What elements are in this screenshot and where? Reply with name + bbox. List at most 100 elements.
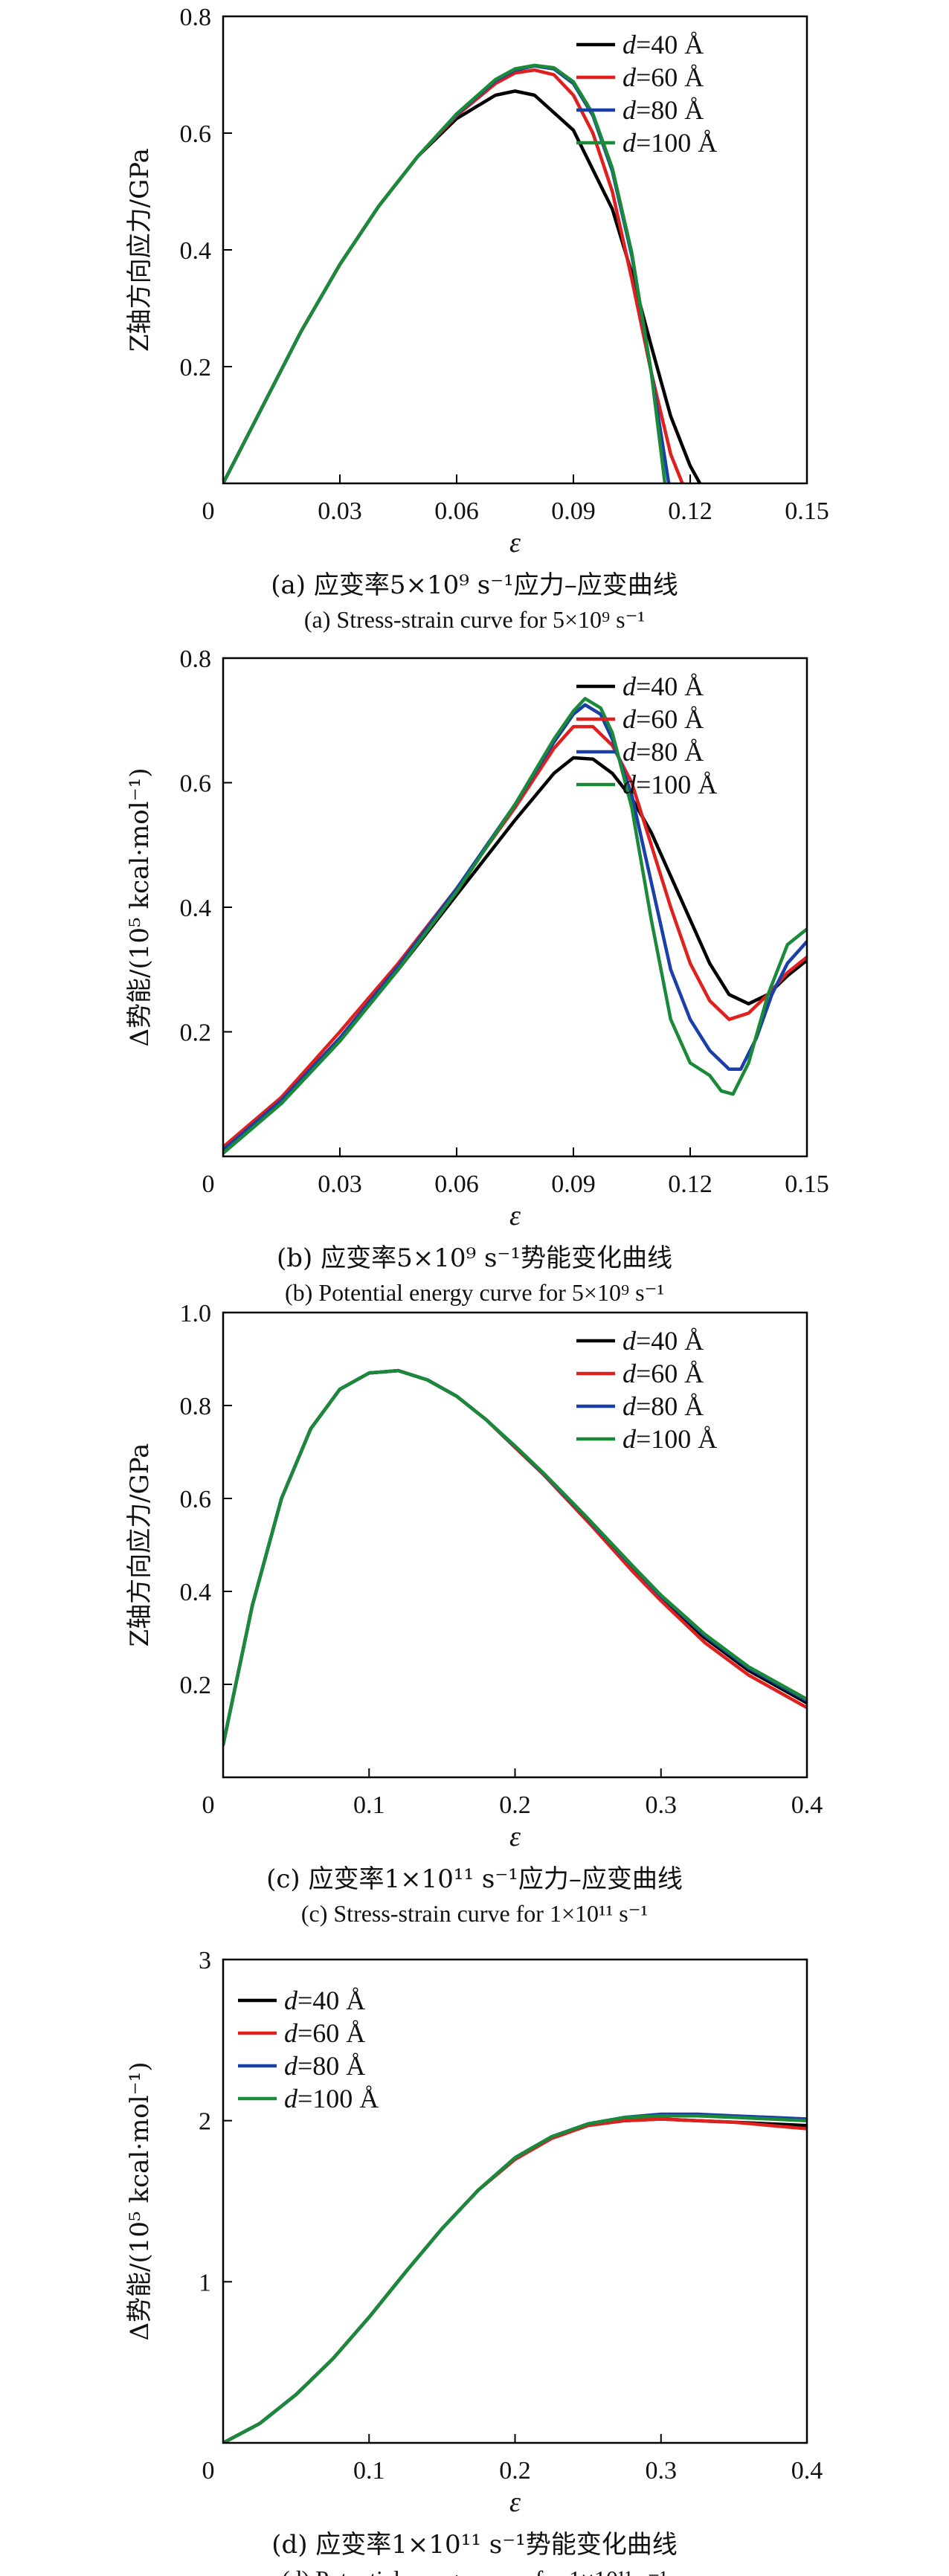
y-tick-label: 1 — [199, 2269, 211, 2296]
legend-entry-1: d=60 Å — [576, 1359, 704, 1388]
legend-label: d=60 Å — [284, 2018, 365, 2048]
legend-var: d — [623, 1359, 637, 1388]
series-line-0 — [223, 756, 807, 1152]
legend-label: d=100 Å — [623, 1424, 717, 1454]
series-line-3 — [223, 63, 667, 483]
legend-entry-0: d=40 Å — [238, 1986, 365, 2015]
y-tick-label: 0.2 — [180, 354, 212, 381]
x-tick-label: 0.3 — [646, 2457, 678, 2485]
legend-value: =80 Å — [636, 1391, 704, 1421]
origin-label: 0 — [202, 498, 215, 525]
legend-entry-2: d=80 Å — [576, 95, 704, 125]
legend-entry-1: d=60 Å — [238, 2018, 365, 2048]
series-line-1 — [223, 724, 807, 1149]
y-axis-label: Z轴方向应力/GPa — [125, 1443, 155, 1647]
legend-label: d=80 Å — [623, 1391, 704, 1421]
legend-label: d=60 Å — [623, 704, 704, 734]
legend-entry-3: d=100 Å — [576, 128, 717, 158]
legend-label: d=60 Å — [623, 1359, 704, 1388]
chart-panel-2: 0.1 0.2 0.3 0.4 0.2 0.4 0.6 0.8 1.0 0 ε Z轴方向应力/GPa d… — [125, 1300, 823, 1927]
plot-frame — [222, 1311, 808, 1779]
legend-value: =80 Å — [297, 2051, 365, 2081]
caption-en: (d) Potential energy curve for 1×10¹¹ s⁻… — [282, 2566, 667, 2576]
legend-value: =60 Å — [636, 704, 704, 734]
y-tick-label: 2 — [199, 2108, 211, 2136]
y-tick-label: 0.4 — [180, 1579, 212, 1606]
legend-label: d=40 Å — [623, 672, 704, 701]
legend-value: =60 Å — [636, 1359, 704, 1388]
legend-var: d — [623, 672, 637, 701]
legend-value: =100 Å — [636, 1424, 717, 1454]
plot-frame — [222, 657, 808, 1158]
series-line-2 — [223, 703, 807, 1152]
legend-var: d — [623, 95, 637, 125]
y-tick-label: 0.6 — [180, 770, 212, 798]
x-tick-label: 0.1 — [353, 1791, 385, 1819]
chart-panel-1: 0.03 0.06 0.09 0.12 0.15 0.2 0.4 0.6 0.8 0 ε Δ势能/(1… — [125, 645, 829, 1306]
y-tick-label: 0.8 — [180, 645, 212, 673]
y-tick-label: 0.6 — [180, 1486, 212, 1513]
x-tick-label: 0.06 — [434, 1171, 479, 1198]
legend-var: d — [623, 128, 637, 158]
legend-var: d — [284, 2018, 298, 2048]
legend-label: d=60 Å — [623, 62, 704, 92]
legend-value: =60 Å — [636, 62, 704, 92]
legend-var: d — [623, 704, 637, 734]
y-tick-label: 0.8 — [180, 1393, 212, 1420]
x-tick-label: 0.03 — [318, 1171, 362, 1198]
y-tick-label: 0.4 — [180, 237, 212, 265]
legend-label: d=40 Å — [623, 30, 704, 59]
legend-value: =40 Å — [636, 672, 704, 701]
series-line-1 — [223, 2117, 807, 2443]
series-line-3 — [223, 2113, 807, 2443]
legend-entry-3: d=100 Å — [576, 770, 717, 799]
legend-var: d — [623, 62, 637, 92]
y-tick-label: 1.0 — [180, 1300, 212, 1327]
legend-entry-0: d=40 Å — [576, 30, 704, 59]
x-tick-label: 0.2 — [499, 2457, 531, 2485]
legend-label: d=40 Å — [623, 1326, 704, 1356]
origin-label: 0 — [202, 1791, 215, 1819]
x-tick-label: 0.4 — [791, 1791, 823, 1819]
x-tick-label: 0.03 — [318, 498, 362, 525]
legend-value: =40 Å — [297, 1986, 365, 2015]
legend-entry-0: d=40 Å — [576, 672, 704, 701]
y-tick-label: 0.8 — [180, 4, 212, 31]
legend-value: =40 Å — [636, 30, 704, 59]
x-tick-label: 0.06 — [434, 498, 479, 525]
legend-entry-2: d=80 Å — [576, 1391, 704, 1421]
x-tick-label: 0.09 — [551, 498, 596, 525]
legend-var: d — [284, 2084, 298, 2113]
x-tick-label: 0.15 — [785, 1171, 829, 1198]
caption-en: (a) Stress-strain curve for 5×10⁹ s⁻¹ — [304, 606, 645, 633]
legend-entry-1: d=60 Å — [576, 62, 704, 92]
legend-label: d=100 Å — [623, 770, 717, 799]
legend-var: d — [623, 1391, 637, 1421]
series-line-2 — [223, 2112, 807, 2443]
legend-value: =100 Å — [636, 770, 717, 799]
legend-value: =80 Å — [636, 95, 704, 125]
chart-panel-0: 0.03 0.06 0.09 0.12 0.15 0.2 0.4 0.6 0.8 0 ε Z轴方向应力… — [125, 4, 829, 633]
legend-entry-2: d=80 Å — [576, 737, 704, 767]
legend-var: d — [284, 1986, 298, 2015]
caption-zh: (c) 应变率1×10¹¹ s⁻¹应力–应变曲线 — [266, 1864, 683, 1894]
legend-entry-3: d=100 Å — [576, 1424, 717, 1454]
y-tick-label: 0.2 — [180, 1672, 212, 1699]
y-axis-label: Z轴方向应力/GPa — [125, 148, 155, 352]
legend-label: d=80 Å — [284, 2051, 365, 2081]
legend-label: d=80 Å — [623, 737, 704, 767]
x-tick-label: 0.09 — [551, 1171, 596, 1198]
legend-label: d=80 Å — [623, 95, 704, 125]
caption-en: (b) Potential energy curve for 5×10⁹ s⁻¹ — [285, 1279, 664, 1306]
legend-var: d — [623, 770, 637, 799]
legend-var: d — [284, 2051, 298, 2081]
x-tick-label: 0.2 — [499, 1791, 531, 1819]
x-tick-label: 0.15 — [785, 498, 829, 525]
legend-var: d — [623, 1424, 637, 1454]
series-line-3 — [223, 1368, 807, 1747]
y-tick-label: 0.4 — [180, 895, 212, 922]
x-axis-label: ε — [509, 527, 521, 558]
y-axis-label: Δ势能/(10⁵ kcal·mol⁻¹) — [125, 768, 155, 1047]
